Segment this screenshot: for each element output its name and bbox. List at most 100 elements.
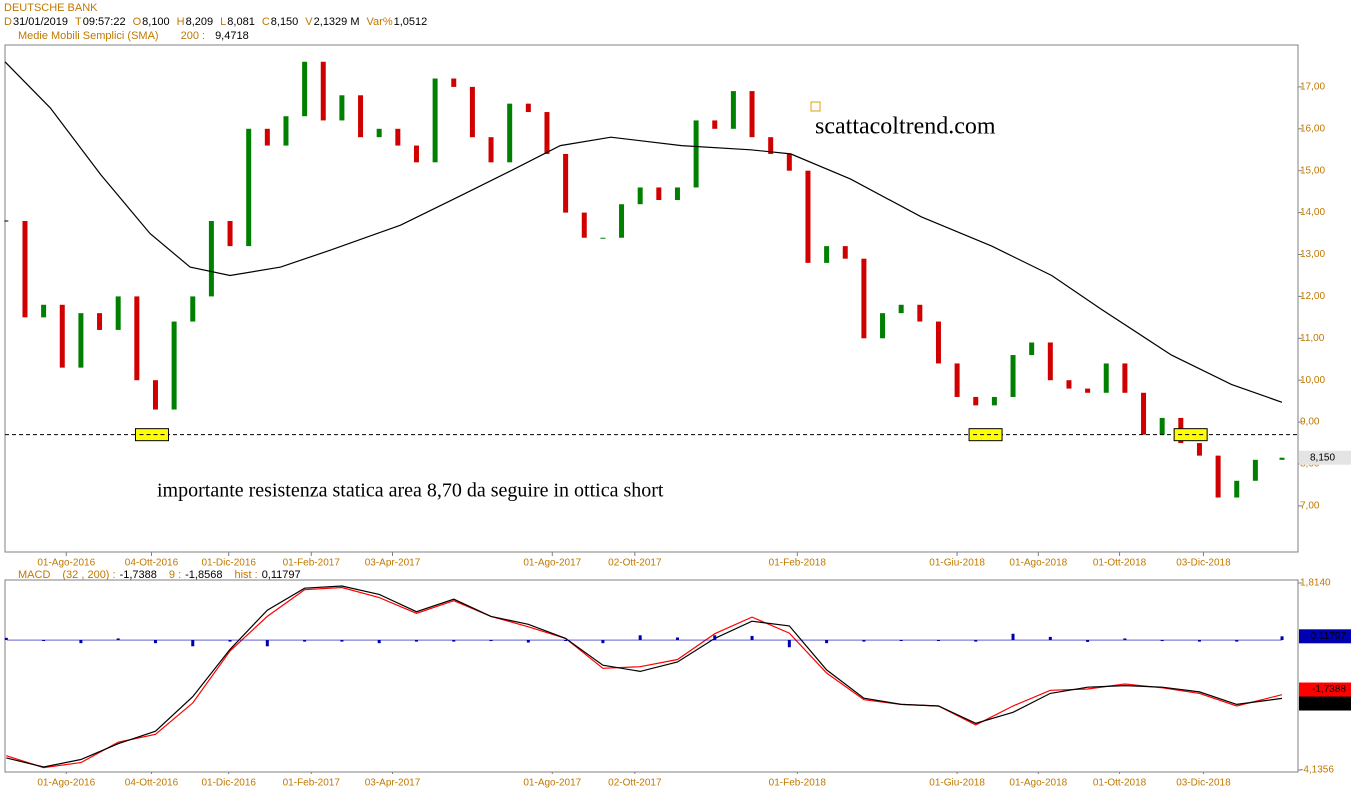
x-tick-label: 02-Ott-2017 bbox=[608, 558, 662, 569]
candle bbox=[134, 296, 140, 381]
candle bbox=[264, 128, 270, 146]
candle bbox=[358, 95, 364, 138]
y-tick-label: 11,00 bbox=[1300, 333, 1325, 344]
histogram-bar bbox=[825, 640, 829, 644]
candle bbox=[1029, 342, 1035, 356]
candle bbox=[152, 380, 158, 410]
candle bbox=[600, 237, 606, 239]
candle bbox=[59, 304, 65, 368]
series-name: (32 , 200) : bbox=[62, 569, 115, 581]
histogram-bar bbox=[862, 640, 866, 642]
x-tick-label: 04-Ott-2016 bbox=[125, 558, 179, 569]
histogram-bar bbox=[1086, 640, 1090, 642]
histogram-bar bbox=[1197, 640, 1201, 642]
histogram-bar bbox=[899, 640, 903, 642]
field-key: H bbox=[177, 16, 185, 28]
sma-line bbox=[4, 61, 1283, 403]
histogram-bar bbox=[675, 637, 679, 641]
histogram-bar bbox=[1011, 633, 1015, 641]
histogram-bar bbox=[936, 640, 940, 642]
last-price-label: 8,150 bbox=[1310, 452, 1335, 463]
x-tick-label: 01-Ott-2018 bbox=[1093, 778, 1147, 789]
candle bbox=[1279, 457, 1285, 460]
series-value: -1,7388 bbox=[120, 569, 157, 581]
histogram-bar bbox=[303, 640, 307, 642]
candle bbox=[544, 112, 550, 154]
candle bbox=[1085, 388, 1091, 393]
x-tick-label: 03-Apr-2017 bbox=[365, 558, 421, 569]
histogram-bar bbox=[564, 640, 568, 642]
x-tick-label: 01-Ott-2018 bbox=[1093, 558, 1147, 569]
candle bbox=[246, 128, 252, 247]
candle bbox=[674, 187, 680, 201]
histogram-bar bbox=[526, 640, 530, 643]
x-tick-label: 01-Ago-2016 bbox=[37, 558, 95, 569]
histogram-bar bbox=[153, 640, 157, 644]
candle bbox=[115, 296, 121, 330]
watermark-icon bbox=[810, 101, 821, 112]
histogram-bar bbox=[1235, 640, 1239, 642]
candle bbox=[283, 116, 289, 146]
support-highlight bbox=[134, 428, 169, 442]
x-tick-label: 03-Apr-2017 bbox=[365, 778, 421, 789]
value-box-label: -1,8568 bbox=[1312, 698, 1346, 709]
histogram-bar bbox=[1280, 636, 1284, 641]
histogram-bar bbox=[4, 637, 8, 641]
x-tick-label: 03-Dic-2018 bbox=[1176, 558, 1231, 569]
candle bbox=[861, 258, 867, 339]
candle bbox=[469, 86, 475, 138]
candle bbox=[563, 153, 569, 213]
macd-panel bbox=[4, 579, 1299, 773]
candle bbox=[880, 313, 886, 339]
histogram-bar bbox=[1123, 638, 1127, 641]
candle bbox=[730, 91, 736, 129]
candle bbox=[973, 396, 979, 406]
field-key: D bbox=[4, 16, 12, 28]
candle bbox=[1047, 342, 1053, 381]
candle bbox=[712, 120, 718, 129]
field-value: 8,081 bbox=[227, 16, 255, 28]
candle bbox=[320, 61, 326, 121]
candle bbox=[432, 78, 438, 163]
field-key: L bbox=[220, 16, 226, 28]
candle bbox=[786, 153, 792, 171]
field-value: 1,0512 bbox=[394, 16, 428, 28]
candle bbox=[339, 95, 345, 121]
candle bbox=[507, 103, 513, 163]
field-value: 09:57:22 bbox=[83, 16, 126, 28]
histogram-bar bbox=[713, 635, 717, 641]
histogram-bar bbox=[79, 640, 83, 644]
candle bbox=[488, 137, 494, 163]
histogram-bar bbox=[750, 635, 754, 641]
histogram-bar bbox=[489, 640, 493, 642]
instrument-title: DEUTSCHE BANK bbox=[4, 2, 98, 14]
candle bbox=[1159, 417, 1165, 435]
candle bbox=[413, 145, 419, 163]
support-highlight bbox=[1173, 428, 1208, 442]
candle bbox=[619, 204, 625, 238]
x-tick-label: 01-Ago-2017 bbox=[523, 558, 581, 569]
candle bbox=[22, 220, 28, 318]
x-tick-label: 01-Dic-2016 bbox=[201, 778, 256, 789]
candle bbox=[805, 170, 811, 263]
field-value: 8,100 bbox=[142, 16, 170, 28]
value-box-label: -1,7388 bbox=[1312, 684, 1346, 695]
y-tick-label: -4,1356 bbox=[1300, 765, 1334, 776]
candle bbox=[451, 78, 457, 87]
y-tick-label: 10,00 bbox=[1300, 375, 1325, 386]
candle bbox=[1215, 455, 1221, 498]
candle bbox=[171, 321, 177, 410]
histogram-bar bbox=[974, 640, 978, 642]
histogram-bar bbox=[377, 640, 381, 644]
candle bbox=[525, 103, 531, 113]
field-value: 2,1329 M bbox=[314, 16, 360, 28]
histogram-bar bbox=[638, 635, 642, 641]
candle bbox=[693, 120, 699, 188]
support-highlight bbox=[968, 428, 1003, 442]
candle bbox=[954, 363, 960, 397]
watermark: scattacoltrend.com bbox=[815, 114, 996, 140]
value-box bbox=[1299, 629, 1351, 644]
candle bbox=[1196, 443, 1202, 456]
x-tick-label: 01-Dic-2016 bbox=[201, 558, 256, 569]
candle bbox=[768, 137, 774, 154]
